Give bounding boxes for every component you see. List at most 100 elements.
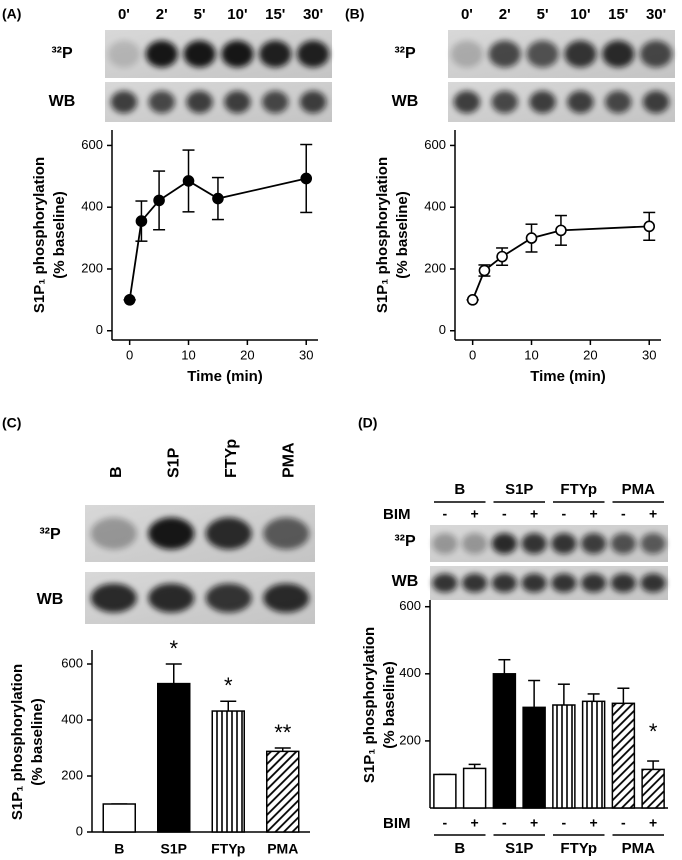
y-axis-label: S1P₁ phosphorylation xyxy=(31,157,48,313)
bar xyxy=(433,773,457,809)
x-tick-label: - xyxy=(443,815,448,831)
data-point xyxy=(643,220,656,233)
factor-level: - xyxy=(562,506,567,522)
lane-label: B xyxy=(108,466,125,478)
y-tick-label: 400 xyxy=(81,199,103,214)
blot-band xyxy=(432,573,458,593)
factor-level: - xyxy=(443,506,448,522)
group-label: FTYp xyxy=(560,840,597,857)
y-tick-label: 600 xyxy=(81,137,103,152)
blot-band xyxy=(263,517,310,550)
lane-label: 10' xyxy=(570,6,590,23)
group-label: S1P xyxy=(505,481,533,498)
x-tick-label: 10 xyxy=(181,347,195,362)
significance-mark: ** xyxy=(274,720,292,745)
x-tick-label: B xyxy=(114,841,124,857)
lane-label: 15' xyxy=(608,6,628,23)
blot-background xyxy=(105,30,332,78)
lane-label: S1P xyxy=(165,447,182,478)
x-tick-label: + xyxy=(471,815,479,831)
y-tick-label: 600 xyxy=(424,137,446,152)
data-point xyxy=(123,294,136,306)
significance-mark: * xyxy=(649,719,658,744)
factor-level: + xyxy=(590,506,598,522)
blot-row-label: ³²P xyxy=(51,45,73,62)
bar xyxy=(462,767,487,809)
lane-label: 2' xyxy=(156,6,168,23)
blot-band xyxy=(110,90,138,114)
lane-label: 5' xyxy=(537,6,549,23)
data-point xyxy=(555,224,567,237)
y-tick-label: 600 xyxy=(61,655,83,670)
blot-band xyxy=(602,40,635,68)
blot-band xyxy=(551,533,577,554)
y-tick-label: 200 xyxy=(61,767,83,782)
x-tick-label: S1P xyxy=(161,841,187,857)
group-label: PMA xyxy=(622,840,656,857)
blot-band xyxy=(580,533,607,554)
group-label: B xyxy=(454,481,465,498)
group-label: S1P xyxy=(505,840,533,857)
x-tick-label: 30 xyxy=(642,347,656,362)
blot-band xyxy=(551,573,577,593)
significance-mark: * xyxy=(224,673,233,698)
lane-label: 10' xyxy=(227,6,247,23)
y-axis-label: (% baseline) xyxy=(29,698,46,786)
y-tick-label: 200 xyxy=(399,732,421,747)
panel-label: (D) xyxy=(358,415,377,431)
lane-label: 0' xyxy=(461,6,473,23)
data-point xyxy=(466,294,479,306)
y-axis-label: S1P₁ phosphorylation xyxy=(374,157,391,313)
blot-band xyxy=(145,40,178,68)
blot-band xyxy=(521,573,547,593)
y-tick-label: 200 xyxy=(424,260,446,275)
data-line xyxy=(128,177,307,300)
blot-background xyxy=(448,30,675,78)
blot-band xyxy=(610,573,637,593)
bar xyxy=(211,710,245,833)
lane-label: 30' xyxy=(646,6,666,23)
y-tick-label: 400 xyxy=(399,665,421,680)
blot-band xyxy=(488,40,521,68)
factor-level: - xyxy=(502,506,507,522)
blot-band xyxy=(262,90,289,114)
blot-band xyxy=(640,573,666,593)
lane-label: 30' xyxy=(303,6,323,23)
blot-band xyxy=(521,533,547,554)
blot-band xyxy=(205,517,252,550)
bar xyxy=(266,750,300,833)
blot-band xyxy=(221,40,254,68)
blot-band xyxy=(529,90,556,114)
x-tick-label: - xyxy=(502,815,507,831)
y-tick-label: 0 xyxy=(76,823,83,838)
y-axis-label: (% baseline) xyxy=(381,661,398,749)
x-tick-label: 20 xyxy=(240,347,254,362)
x-tick-label: - xyxy=(621,815,626,831)
y-tick-label: 400 xyxy=(61,711,83,726)
data-point xyxy=(496,250,508,263)
blot-band xyxy=(564,40,597,68)
y-axis-label: S1P₁ phosphorylation xyxy=(9,664,26,820)
blot-band xyxy=(450,40,483,68)
blot-band xyxy=(491,533,518,554)
blot-band xyxy=(183,40,216,68)
blot-band xyxy=(642,90,670,114)
y-tick-label: 600 xyxy=(399,598,421,613)
x-axis-label: Time (min) xyxy=(530,368,606,385)
x-tick-label: 30 xyxy=(299,347,313,362)
lane-label: 0' xyxy=(118,6,130,23)
y-tick-label: 0 xyxy=(439,322,446,337)
x-tick-label: + xyxy=(590,815,598,831)
blot-band xyxy=(605,90,632,114)
blot-band xyxy=(107,40,140,68)
bar xyxy=(102,803,136,833)
blot-band xyxy=(186,90,213,114)
data-point xyxy=(182,175,195,187)
x-tick-label: FTYp xyxy=(211,841,245,857)
blot-band xyxy=(259,40,292,68)
blot-band xyxy=(567,90,594,114)
blot-band xyxy=(205,583,252,613)
blot-band xyxy=(224,90,251,114)
x-tick-label: 10 xyxy=(524,347,538,362)
